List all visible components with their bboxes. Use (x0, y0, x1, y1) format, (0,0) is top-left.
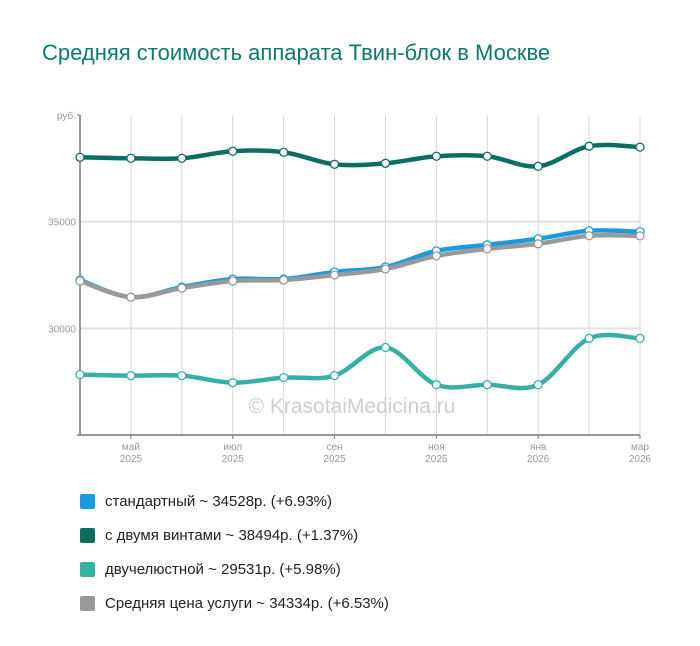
data-point (278, 275, 289, 285)
data-point (482, 244, 492, 254)
legend-swatch (80, 493, 95, 509)
series-line-1 (79, 142, 641, 169)
legend-label: с двумя винтами ~ 38494р. (+1.37%) (105, 526, 359, 544)
legend-item[interactable]: с двумя винтами ~ 38494р. (+1.37%) (80, 518, 389, 552)
data-point (533, 161, 543, 171)
chart-title: Средняя стоимость аппарата Твин-блок в М… (42, 40, 551, 65)
data-point (177, 283, 187, 293)
data-point (177, 370, 187, 381)
data-point (584, 231, 594, 241)
x-tick-year: 2025 (222, 454, 245, 465)
legend-swatch (80, 527, 95, 543)
data-point (75, 152, 85, 162)
data-point (482, 151, 492, 161)
data-point (431, 251, 442, 261)
data-point (329, 270, 340, 280)
data-point (126, 370, 136, 381)
series-line-2 (79, 332, 641, 391)
data-point (431, 151, 442, 161)
x-tick-month: сен (326, 442, 342, 453)
legend-swatch (80, 561, 95, 577)
watermark: © KrasotaiMedicina.ru (249, 395, 456, 418)
legend-swatch (80, 595, 95, 611)
data-point (329, 370, 340, 381)
data-point (380, 342, 391, 353)
data-point (380, 264, 391, 274)
y-axis-label: руб. (57, 110, 76, 122)
legend-item[interactable]: стандартный ~ 34528р. (+6.93%) (80, 484, 389, 518)
series-line-3 (79, 232, 641, 300)
data-point (431, 380, 442, 390)
x-tick-month: июл (223, 442, 242, 453)
data-point (228, 276, 238, 286)
x-tick-year: 2026 (629, 454, 652, 465)
data-point (177, 153, 187, 163)
legend-item[interactable]: двучелюстной ~ 29531р. (+5.98%) (80, 552, 389, 586)
data-point (533, 380, 543, 390)
data-point (584, 333, 594, 344)
data-point (126, 292, 136, 302)
y-tick-label: 35000 (48, 218, 76, 229)
x-tick-month: янв (530, 442, 546, 453)
data-point (75, 276, 85, 286)
x-tick-month: мар (631, 442, 649, 453)
data-point (126, 153, 136, 163)
data-point (278, 147, 289, 157)
data-point (329, 159, 340, 169)
data-point (278, 372, 289, 383)
data-point (533, 239, 543, 249)
x-tick-year: 2025 (120, 454, 143, 465)
y-tick-label: 30000 (48, 324, 76, 335)
legend-label: Средняя цена услуги ~ 34334р. (+6.53%) (105, 594, 389, 612)
data-point (584, 141, 594, 151)
legend: стандартный ~ 34528р. (+6.93%) с двумя ви… (80, 484, 389, 620)
data-point (635, 333, 645, 343)
data-point (380, 158, 391, 168)
data-point (635, 231, 645, 241)
x-tick-month: ноя (428, 442, 445, 453)
legend-label: стандартный ~ 34528р. (+6.93%) (105, 492, 333, 510)
data-point (482, 380, 492, 390)
legend-label: двучелюстной ~ 29531р. (+5.98%) (105, 560, 341, 578)
x-tick-year: 2025 (425, 454, 448, 465)
x-tick-year: 2026 (527, 454, 550, 465)
line-chart: 3500030000руб.май2025июл2025сен2025ноя20… (48, 110, 652, 465)
x-tick-month: май (122, 442, 140, 453)
data-point (75, 369, 85, 380)
data-point (228, 378, 238, 388)
legend-item[interactable]: Средняя цена услуги ~ 34334р. (+6.53%) (80, 586, 389, 620)
data-point (635, 142, 645, 152)
x-tick-year: 2025 (323, 454, 346, 465)
data-point (228, 146, 238, 156)
